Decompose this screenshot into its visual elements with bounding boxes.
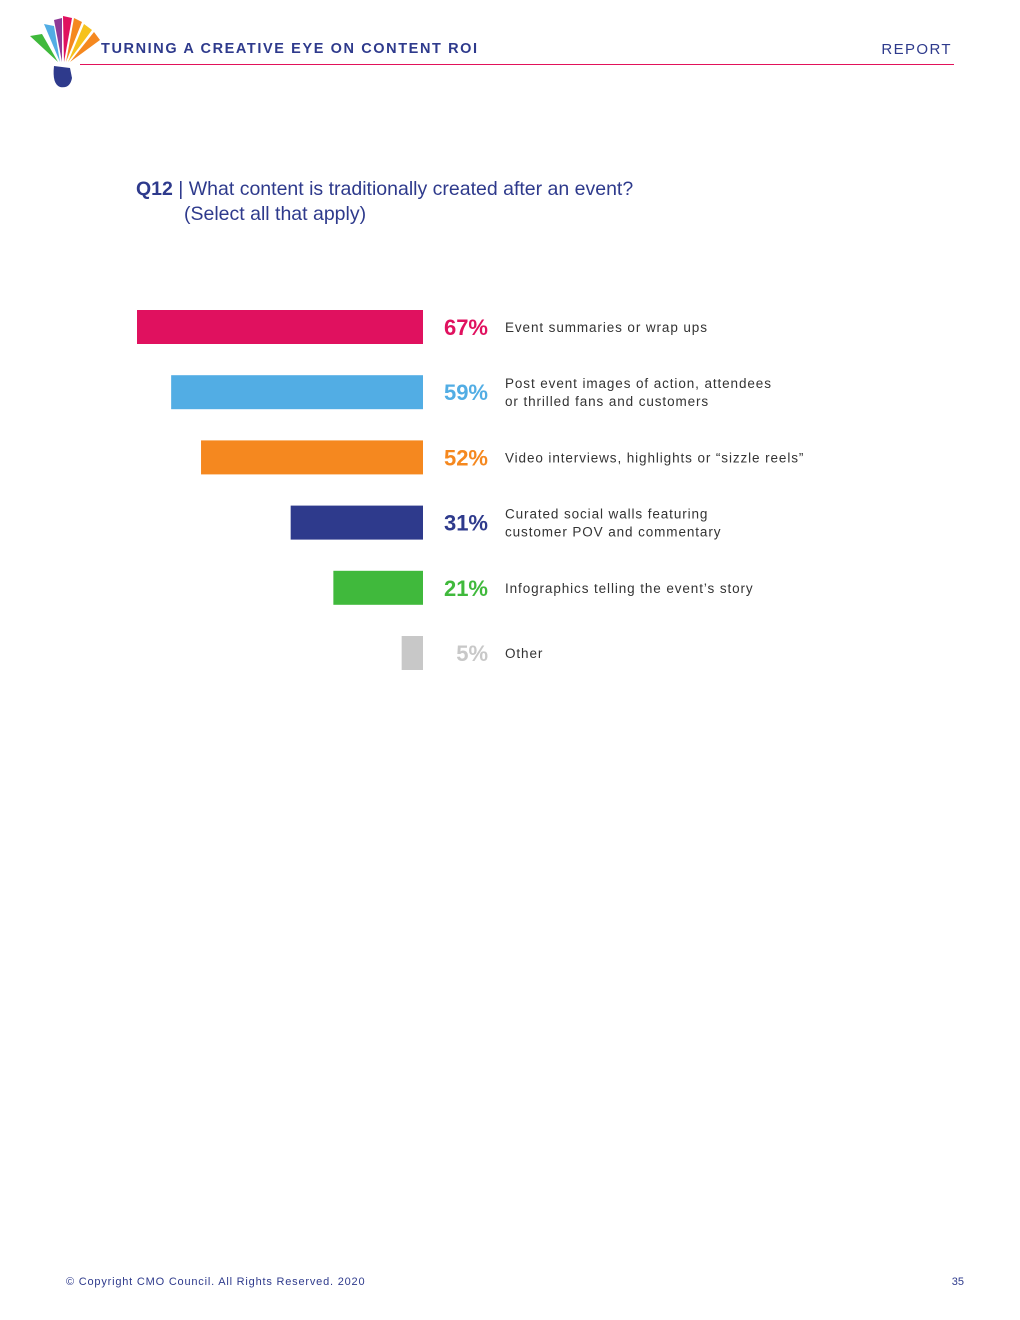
bar <box>137 310 423 344</box>
category-label: Post event images of action, attendees or… <box>505 376 772 409</box>
copyright-text: © Copyright CMO Council. All Rights Rese… <box>66 1276 366 1288</box>
logo-feather-yellow <box>68 24 92 62</box>
question-text: What content is traditionally created af… <box>188 178 634 200</box>
logo-feather-green <box>30 34 58 62</box>
bar <box>201 440 423 475</box>
bar <box>333 570 423 605</box>
bar <box>290 505 423 540</box>
question-heading: Q12 | What content is traditionally crea… <box>136 177 633 227</box>
question-separator: | <box>178 178 184 200</box>
bar <box>401 636 423 670</box>
question-number: Q12 <box>136 178 173 200</box>
cmo-council-logo-icon <box>30 16 100 88</box>
bar-value-label: 21% <box>444 576 488 601</box>
category-label: Video interviews, highlights or “sizzle … <box>505 450 804 465</box>
category-label: Curated social walls featuring customer P… <box>505 507 721 540</box>
bar-value-label: 52% <box>444 445 488 470</box>
bar-value-label: 67% <box>444 315 488 340</box>
logo-feather-orange <box>66 18 82 62</box>
report-title: TURNING A CREATIVE EYE ON CONTENT ROI <box>101 41 479 57</box>
category-label: Infographics telling the event’s story <box>505 581 754 596</box>
category-label: Other <box>505 646 543 661</box>
page-number: 35 <box>951 1276 964 1288</box>
header-divider <box>80 64 954 65</box>
logo-feather-blue <box>44 24 60 62</box>
logo-feather-orange-right <box>70 32 100 62</box>
logo-feather-pink <box>63 16 72 62</box>
section-label: REPORT <box>881 41 952 58</box>
category-label: Event summaries or wrap ups <box>505 320 708 335</box>
logo-hand <box>53 66 72 88</box>
bar-value-label: 59% <box>444 380 488 405</box>
logo-feather-purple <box>54 18 62 62</box>
bar-value-label: 31% <box>444 511 488 536</box>
bar-value-label: 5% <box>456 641 488 666</box>
bar <box>171 375 423 410</box>
question-subtext: (Select all that apply) <box>184 203 367 225</box>
